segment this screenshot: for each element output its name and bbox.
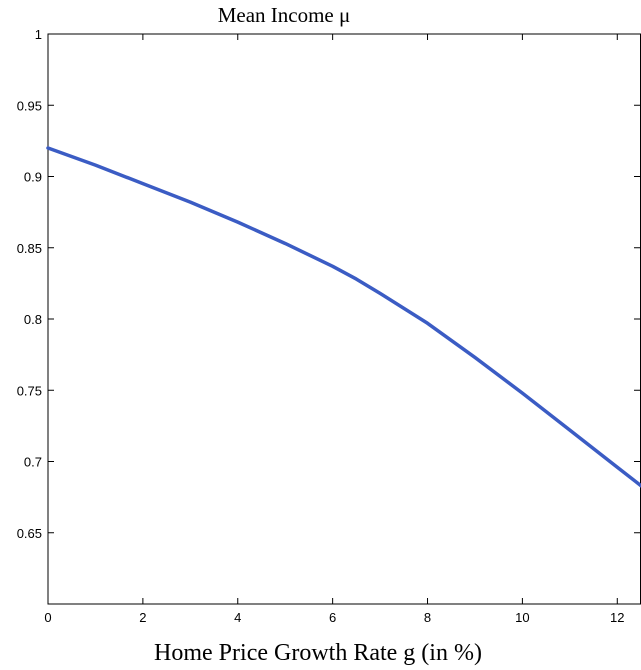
plot-frame <box>47 33 641 605</box>
y-tick-label: 0.95 <box>17 98 42 113</box>
x-tick-label: 12 <box>610 610 624 625</box>
x-tick-label: 6 <box>329 610 336 625</box>
x-tick-label: 10 <box>515 610 529 625</box>
chart-title: Mean Income μ <box>218 3 351 27</box>
y-tick-label: 1 <box>35 27 42 42</box>
y-tick-label: 0.7 <box>24 455 42 470</box>
series-line <box>46 146 641 488</box>
y-tick-label: 0.9 <box>24 170 42 185</box>
x-tick-label: 2 <box>139 610 146 625</box>
x-tick-label: 0 <box>44 610 51 625</box>
x-tick-label: 8 <box>424 610 431 625</box>
x-axis: 0 2 4 6 8 10 12 <box>44 34 625 625</box>
y-axis: 0.65 0.7 0.75 0.8 0.85 0.9 0.95 1 <box>17 27 640 541</box>
x-tick-label: 4 <box>234 610 241 625</box>
y-tick-label: 0.8 <box>24 312 42 327</box>
y-tick-label: 0.75 <box>17 383 42 398</box>
x-axis-label: Home Price Growth Rate g (in %) <box>154 640 482 666</box>
y-tick-label: 0.65 <box>17 526 42 541</box>
y-tick-label: 0.85 <box>17 241 42 256</box>
